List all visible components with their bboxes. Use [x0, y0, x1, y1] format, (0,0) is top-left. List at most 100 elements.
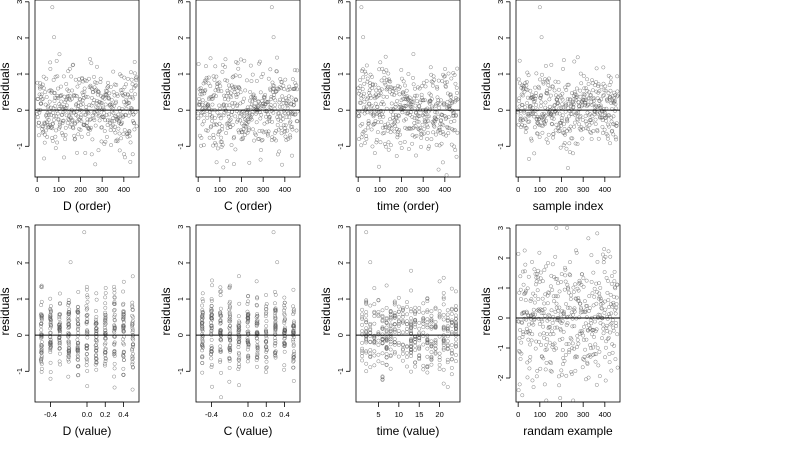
- data-point: [273, 338, 278, 343]
- data-point: [392, 342, 397, 347]
- data-point: [578, 94, 583, 99]
- data-point: [67, 310, 72, 314]
- data-point: [428, 107, 433, 112]
- data-point: [380, 319, 385, 324]
- data-point: [425, 346, 430, 351]
- data-point: [74, 94, 79, 99]
- data-point: [272, 289, 277, 294]
- data-point: [379, 120, 384, 124]
- data-point: [85, 299, 90, 304]
- data-point: [36, 133, 41, 138]
- data-point: [218, 313, 223, 318]
- data-point: [415, 99, 420, 104]
- data-point: [134, 124, 139, 129]
- data-point: [600, 109, 605, 114]
- data-point: [577, 278, 582, 283]
- data-point: [273, 355, 278, 360]
- data-point: [564, 373, 569, 378]
- data-point: [425, 308, 430, 313]
- data-point: [429, 317, 434, 321]
- data-point: [207, 135, 212, 140]
- data-point: [556, 308, 561, 313]
- data-point: [598, 296, 603, 301]
- data-point: [236, 340, 241, 345]
- data-point: [373, 119, 378, 124]
- data-point: [606, 279, 611, 283]
- data-point: [550, 287, 555, 292]
- data-point: [429, 97, 434, 101]
- data-point: [39, 322, 43, 327]
- data-point: [242, 58, 247, 63]
- data-point: [522, 269, 527, 274]
- data-point: [56, 107, 61, 112]
- data-point: [429, 355, 434, 360]
- data-point: [101, 115, 106, 120]
- data-point: [384, 345, 389, 350]
- data-point: [115, 92, 120, 97]
- data-point: [121, 316, 126, 321]
- data-point: [230, 109, 235, 114]
- data-point: [54, 114, 59, 119]
- data-point: [66, 117, 71, 122]
- data-point: [205, 115, 210, 120]
- data-point: [87, 76, 91, 81]
- data-point: [63, 133, 68, 137]
- data-point: [39, 94, 44, 99]
- data-point: [111, 111, 116, 115]
- data-point: [262, 104, 267, 109]
- data-point: [285, 103, 290, 108]
- data-point: [124, 82, 128, 87]
- data-point: [601, 65, 606, 70]
- data-point: [103, 295, 108, 300]
- data-point: [209, 362, 214, 367]
- data-point: [108, 128, 113, 133]
- data-point: [525, 360, 530, 365]
- data-point: [367, 88, 372, 93]
- y-tick-label: 0: [496, 316, 505, 320]
- data-point: [575, 333, 580, 338]
- data-point: [541, 79, 546, 84]
- data-point: [129, 77, 134, 82]
- data-point: [581, 92, 586, 96]
- data-point: [422, 126, 427, 131]
- data-point: [566, 82, 571, 87]
- data-point: [363, 71, 368, 76]
- data-point: [93, 123, 98, 128]
- data-point: [75, 337, 80, 342]
- data-point: [445, 318, 450, 322]
- data-point: [543, 105, 548, 110]
- data-point: [609, 119, 614, 124]
- data-point: [416, 114, 421, 119]
- data-point: [441, 312, 446, 317]
- data-point: [557, 111, 562, 116]
- data-point: [76, 357, 81, 362]
- data-point: [200, 310, 205, 315]
- data-point: [67, 300, 72, 305]
- data-point: [449, 343, 454, 348]
- data-point: [217, 121, 222, 126]
- data-point: [382, 80, 387, 85]
- data-point: [368, 340, 373, 345]
- data-point: [437, 315, 442, 320]
- data-point: [437, 125, 442, 130]
- data-point: [61, 74, 66, 79]
- data-point: [528, 355, 533, 359]
- data-point: [611, 122, 616, 127]
- data-point: [256, 103, 261, 108]
- data-point: [554, 305, 559, 310]
- data-point: [384, 305, 389, 310]
- data-point: [384, 347, 389, 351]
- data-point: [608, 95, 613, 100]
- data-point: [575, 117, 580, 121]
- data-point: [39, 303, 44, 308]
- data-point: [388, 328, 393, 333]
- data-point: [76, 324, 81, 329]
- data-point: [443, 84, 448, 89]
- data-point: [380, 315, 385, 319]
- data-point: [45, 115, 50, 120]
- data-point: [540, 307, 545, 312]
- data-point: [368, 93, 373, 98]
- data-point: [98, 80, 103, 85]
- data-point: [571, 104, 576, 109]
- data-point: [245, 359, 250, 364]
